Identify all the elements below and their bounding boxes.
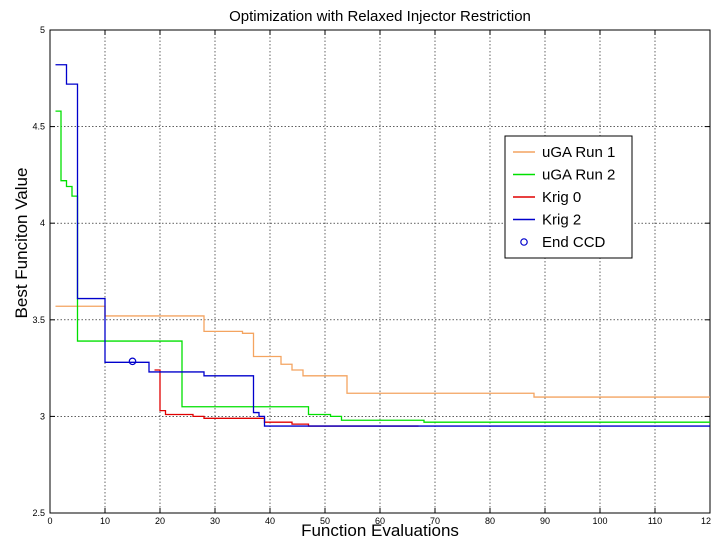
end-ccd-markers [128, 357, 137, 366]
y-tick-label: 4.5 [32, 122, 45, 132]
legend-label-uga-run-2: uGA Run 2 [542, 167, 615, 184]
series-line-uga-run-1 [55, 305, 710, 398]
x-tick-label: 100 [592, 516, 607, 526]
axes [49, 29, 711, 514]
legend-label-krig-2: Krig 2 [542, 212, 581, 229]
legend-swatch-end-ccd [520, 238, 528, 246]
y-axis-title: Best Funciton Value [12, 168, 31, 319]
x-tick-label: 60 [375, 516, 385, 526]
chart-title: Optimization with Relaxed Injector Restr… [229, 8, 531, 25]
x-tick-label: 90 [540, 516, 550, 526]
x-tick-label: 50 [320, 516, 330, 526]
legend: uGA Run 1 uGA Run 2 Krig 0 Krig 2 End CCD [504, 135, 633, 259]
y-tick-label: 3.5 [32, 315, 45, 325]
x-tick-label: 70 [430, 516, 440, 526]
legend-label-uga-run-1: uGA Run 1 [542, 144, 615, 161]
x-tick-label: 0 [47, 516, 52, 526]
tick-labels: 0 10 20 30 40 50 60 70 80 90 100 110 12 2.5 3 3.5 4 4.5 5 [32, 25, 711, 526]
legend-label-end-ccd: End CCD [542, 234, 606, 251]
x-tick-label: 30 [210, 516, 220, 526]
series-line-krig-0 [154, 369, 419, 427]
series-line-krig-2 [55, 64, 710, 427]
x-tick-label: 110 [648, 516, 662, 526]
y-tick-label: 5 [40, 25, 45, 35]
series-lines [55, 64, 710, 427]
y-tick-label: 2.5 [32, 508, 45, 518]
end-ccd-marker [128, 357, 137, 366]
x-tick-label: 12 [701, 516, 711, 526]
series-line-uga-run-2 [55, 110, 710, 423]
x-tick-label: 10 [100, 516, 110, 526]
legend-label-krig-0: Krig 0 [542, 189, 581, 206]
grid-lines [50, 30, 710, 513]
x-tick-label: 80 [485, 516, 495, 526]
x-tick-label: 40 [265, 516, 275, 526]
x-tick-label: 20 [155, 516, 165, 526]
y-tick-label: 3 [40, 411, 45, 421]
y-tick-label: 4 [40, 218, 45, 228]
x-axis-title: Function Evaluations [301, 521, 459, 540]
